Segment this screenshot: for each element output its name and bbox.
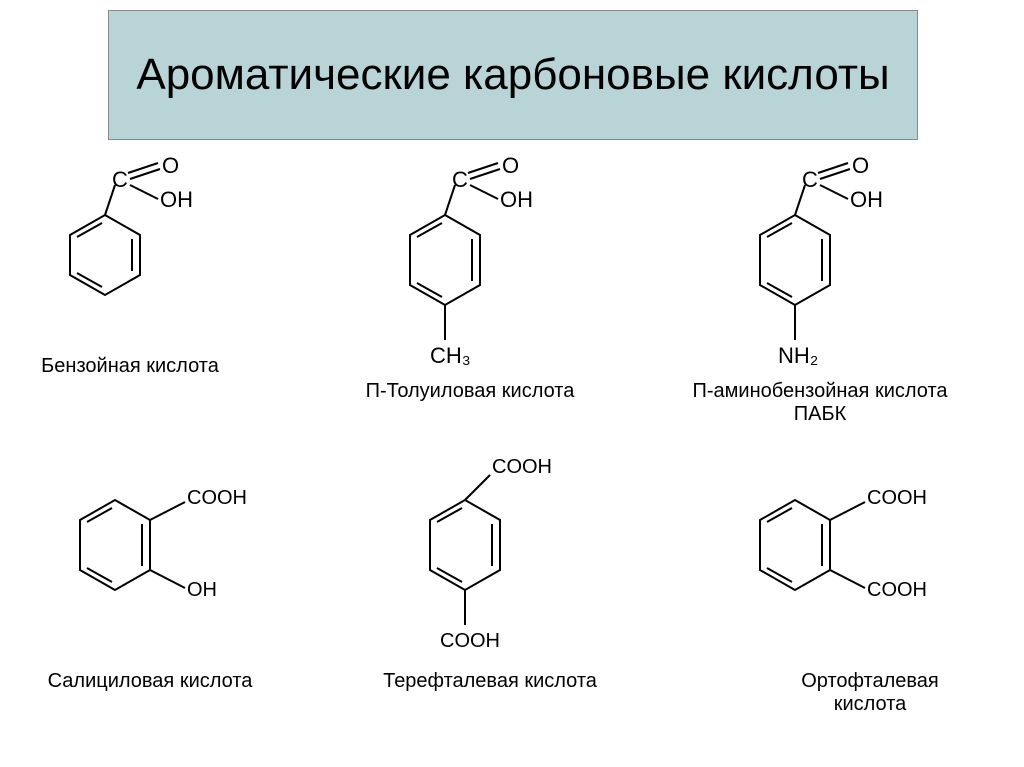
atom-c: C [112,167,128,192]
sub-cooh: COOH [187,487,247,509]
label-salicylic: Салициловая кислота [20,670,280,693]
atom-oh: OH [850,187,883,212]
sub-cooh1: COOH [867,487,927,509]
terephthalic-structure: COOH COOH [390,445,590,695]
mol-pabk: C O OH NH₂ П-аминобензойная кислота ПАБК [720,155,920,420]
title-box: Ароматические карбоновые кислоты [108,10,918,140]
atom-oh: OH [500,187,533,212]
mol-salicylic: COOH OH Салициловая кислота [40,470,280,675]
atom-ch3: CH₃ [430,343,471,368]
atom-c: C [452,167,468,192]
label-pabk: П-аминобензойная кислота ПАБК [670,380,970,426]
label-benzoic: Бензойная кислота [20,355,240,378]
atom-o: O [502,155,519,178]
mol-orthophthalic: COOH COOH Ортофталевая кислота [720,470,980,675]
mol-benzoic: C O OH Бензойная кислота [40,155,220,380]
mol-toluic: C O OH CH₃ П-Толуиловая кислота [370,155,570,420]
atom-o: O [852,155,869,178]
label-terephthalic: Терефталевая кислота [350,670,630,693]
atom-nh2: NH₂ [778,343,818,368]
toluic-structure: C O OH CH₃ [370,155,570,415]
sub-cooh-bot: COOH [440,630,500,652]
label-orthophthalic: Ортофталевая кислота [760,670,980,716]
pabk-structure: C O OH NH₂ [720,155,920,415]
atom-o: O [162,155,179,178]
mol-terephthalic: COOH COOH Терефталевая кислота [390,445,590,700]
salicylic-structure: COOH OH [40,470,280,670]
sub-oh: OH [187,579,217,601]
orthophthalic-structure: COOH COOH [720,470,980,670]
label-toluic: П-Толуиловая кислота [340,380,600,403]
sub-cooh-top: COOH [492,456,552,478]
atom-c: C [802,167,818,192]
sub-cooh2: COOH [867,579,927,601]
page-title: Ароматические карбоновые кислоты [136,50,889,101]
benzoic-structure: C O OH [40,155,220,375]
atom-oh: OH [160,187,193,212]
